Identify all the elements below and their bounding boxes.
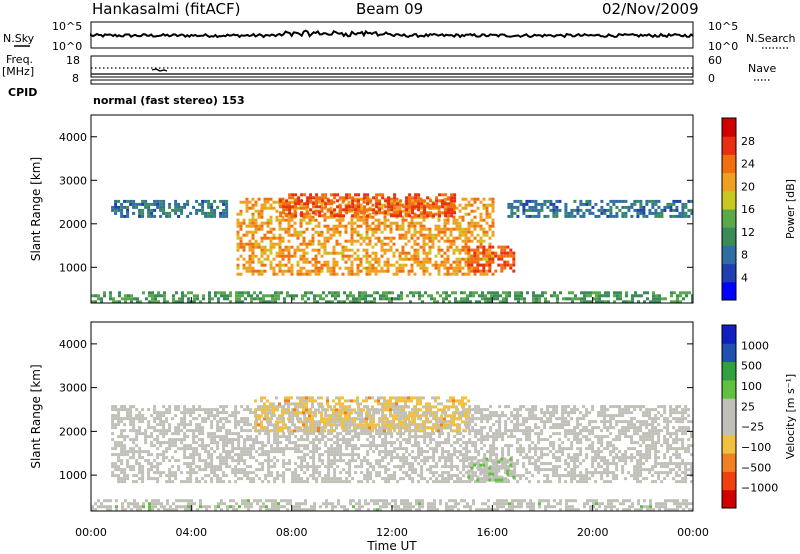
cpid-label: CPID xyxy=(8,86,37,99)
velocity-colorbar-bin-1 xyxy=(722,471,736,490)
freq-tick-bot: 8 xyxy=(72,72,79,85)
power-cbar-tick-2: 20 xyxy=(741,180,755,193)
x-axis-title: Time UT xyxy=(366,539,417,553)
velocity-cbar-tick-0: 1000 xyxy=(741,339,769,352)
power-cbar-tick-0: 28 xyxy=(741,135,755,148)
xtick-0: 00:00 xyxy=(75,526,107,539)
power-colorbar-bin-1 xyxy=(722,264,736,283)
power-cbar-tick-5: 8 xyxy=(741,249,748,262)
velocity-cbar-tick-7: −1000 xyxy=(741,482,778,495)
velocity-panel: 1000 2000 3000 4000 00:00 04:00 08:00 12:00 16:0… xyxy=(29,322,797,539)
power-colorbar-bin-8 xyxy=(722,136,736,155)
noise-strip: N.Sky 10^5 10^0 10^5 10^0 N.Search xyxy=(3,20,796,53)
xtick-6: 00:00 xyxy=(677,526,709,539)
velocity-colorbar-bin-0 xyxy=(722,490,736,509)
nave-tick-bot: 0 xyxy=(708,72,715,85)
velocity-ytick-3: 4000 xyxy=(59,338,87,351)
velocity-ytick-1: 2000 xyxy=(59,425,87,438)
freq-tick-top: 18 xyxy=(66,54,80,67)
power-panel: 1000 2000 3000 4000 Slant Range [km] 28 24 20 1… xyxy=(29,115,797,303)
velocity-ytick-0: 1000 xyxy=(59,469,87,482)
power-cbar-tick-4: 12 xyxy=(741,226,755,239)
noise-tick-bot-left: 10^0 xyxy=(52,40,82,53)
power-ytick-3: 4000 xyxy=(59,131,87,144)
velocity-cbar-tick-4: −25 xyxy=(741,421,764,434)
power-colorbar-bin-3 xyxy=(722,227,736,246)
frequency-blip xyxy=(152,69,167,71)
velocity-cbar-tick-2: 100 xyxy=(741,380,762,393)
power-cbar-tick-3: 16 xyxy=(741,203,755,216)
velocity-cbar-tick-5: −100 xyxy=(741,441,771,454)
power-cbar-tick-1: 24 xyxy=(741,158,755,171)
power-colorbar-bin-4 xyxy=(722,209,736,228)
power-region-1 xyxy=(507,200,693,218)
xtick-4: 16:00 xyxy=(476,526,508,539)
power-ytick-0: 1000 xyxy=(59,261,87,274)
power-colorbar-bin-7 xyxy=(722,154,736,173)
xtick-5: 20:00 xyxy=(577,526,609,539)
power-region-0 xyxy=(111,200,228,218)
power-colorbar-bin-9 xyxy=(722,118,736,137)
velocity-ytick-2: 3000 xyxy=(59,382,87,395)
velocity-cbar-tick-3: 25 xyxy=(741,400,755,413)
power-colorbar-bin-5 xyxy=(722,191,736,210)
velocity-cbar-tick-1: 500 xyxy=(741,360,762,373)
power-ylabel: Slant Range [km] xyxy=(29,157,43,261)
velocity-region-0 xyxy=(111,405,693,483)
velocity-colorbar-bin-2 xyxy=(722,453,736,472)
power-cbar-tick-6: 4 xyxy=(741,271,748,284)
velocity-ylabel: Slant Range [km] xyxy=(29,364,43,468)
nave-tick-top: 60 xyxy=(708,54,722,67)
power-ytick-1: 2000 xyxy=(59,218,87,231)
velocity-colorbar-bin-5 xyxy=(722,398,736,417)
velocity-cbar-label: Velocity [m s⁻¹] xyxy=(784,374,797,459)
power-colorbar-bin-0 xyxy=(722,282,736,301)
xtick-1: 04:00 xyxy=(175,526,207,539)
xtick-3: 12:00 xyxy=(376,526,408,539)
noise-trace xyxy=(91,31,693,37)
velocity-cbar-tick-6: −500 xyxy=(741,461,771,474)
power-colorbar-bin-6 xyxy=(722,173,736,192)
xtick-2: 08:00 xyxy=(276,526,308,539)
summary-plot: N.Sky 10^5 10^0 10^5 10^0 N.Search Freq.… xyxy=(0,0,800,554)
velocity-colorbar-bin-3 xyxy=(722,435,736,454)
power-cbar-label: Power [dB] xyxy=(784,179,797,239)
nsky-label: N.Sky xyxy=(3,32,35,45)
freq-label-unit: [MHz] xyxy=(2,65,34,78)
power-ytick-2: 3000 xyxy=(59,174,87,187)
power-colorbar-bin-2 xyxy=(722,245,736,264)
noise-tick-bot-right: 10^0 xyxy=(708,40,738,53)
velocity-colorbar-bin-7 xyxy=(722,362,736,381)
velocity-colorbar-bin-6 xyxy=(722,380,736,399)
velocity-region-2 xyxy=(467,458,515,482)
velocity-colorbar-bin-8 xyxy=(722,343,736,362)
nsearch-label: N.Search xyxy=(746,32,796,45)
nave-label: Nave xyxy=(748,62,776,75)
noise-tick-top-left: 10^5 xyxy=(52,20,82,33)
cpid-text: normal (fast stereo) 153 xyxy=(93,94,245,107)
velocity-colorbar-bin-4 xyxy=(722,417,736,436)
cpid-strip: CPID normal (fast stereo) 153 xyxy=(8,80,693,107)
noise-tick-top-right: 10^5 xyxy=(708,20,738,33)
velocity-colorbar-bin-9 xyxy=(722,325,736,344)
